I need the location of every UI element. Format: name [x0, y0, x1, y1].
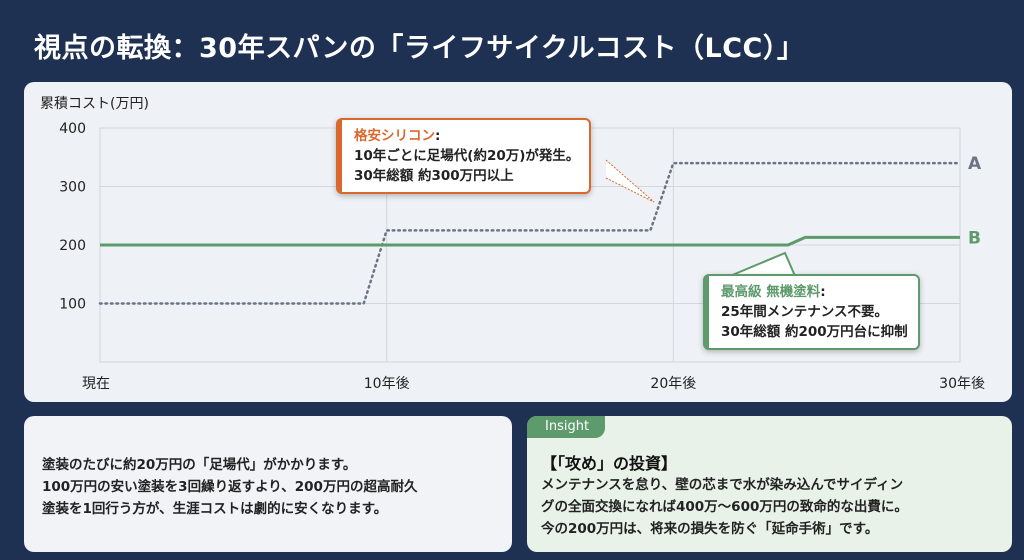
series-label-b: B	[968, 228, 981, 248]
y-tick-label: 300	[59, 180, 86, 196]
page-title: 視点の転換：30年スパンの「ライフサイクルコスト（LCC）」	[34, 33, 805, 64]
insight-panel: Insight 【「攻め」の投資】 メンテナンスを怠り、壁の芯まで水が染み込んで…	[527, 416, 1012, 552]
y-axis-label: 累積コスト(万円)	[40, 96, 149, 112]
y-tick-label: 400	[59, 121, 86, 137]
callout-line: 25年間メンテナンス不要。	[721, 304, 889, 320]
insight-heading: 【「攻め」の投資】	[541, 454, 678, 473]
series-label-a: A	[968, 154, 982, 174]
explanation-line: 100万円の安い塗装を3回繰り返すより、200万円の超高耐久	[42, 479, 418, 495]
x-tick-label: 20年後	[650, 376, 696, 392]
insight-line: グの全面交換になれば400万～600万円の致命的な出費に。	[541, 499, 908, 515]
explanation-line: 塗装を1回行う方が、生涯コストは劇的に安くなります。	[42, 501, 388, 517]
x-tick-label: 現在	[82, 376, 110, 392]
callout-line: 10年ごとに足場代(約20万)が発生。	[354, 148, 580, 164]
callout-heading: 格安シリコン	[354, 128, 435, 144]
callout-b-pointer	[729, 251, 797, 277]
callout-a-pointer	[605, 159, 655, 203]
insight-line: 今の200万円は、将来の損失を防ぐ「延命手術」です。	[541, 521, 879, 537]
y-tick-label: 100	[59, 297, 86, 313]
insight-line: メンテナンスを怠り、壁の芯まで水が染み込んでサイディン	[541, 477, 904, 493]
series-line-b	[100, 235, 960, 247]
callout-line: 30年総額 約300万円以上	[354, 168, 514, 184]
x-tick-label: 30年後	[939, 376, 985, 392]
callout-line: 30年総額 約200万円台に抑制	[721, 324, 908, 340]
insight-tab: Insight	[527, 416, 606, 438]
callout-silicon: 格安シリコン: 10年ごとに足場代(約20万)が発生。 30年総額 約300万円…	[336, 118, 592, 194]
callout-heading: 最高級 無機塗料	[721, 284, 821, 300]
explanation-line: 塗装のたびに約20万円の「足場代」がかかります。	[42, 457, 357, 473]
series-line-a	[98, 161, 962, 305]
callout-inorganic: 最高級 無機塗料: 25年間メンテナンス不要。 30年総額 約200万円台に抑制	[703, 274, 920, 350]
y-tick-label: 200	[59, 238, 86, 254]
explanation-panel: 塗装のたびに約20万円の「足場代」がかかります。 100万円の安い塗装を3回繰り…	[24, 416, 512, 552]
x-tick-label: 10年後	[364, 376, 410, 392]
